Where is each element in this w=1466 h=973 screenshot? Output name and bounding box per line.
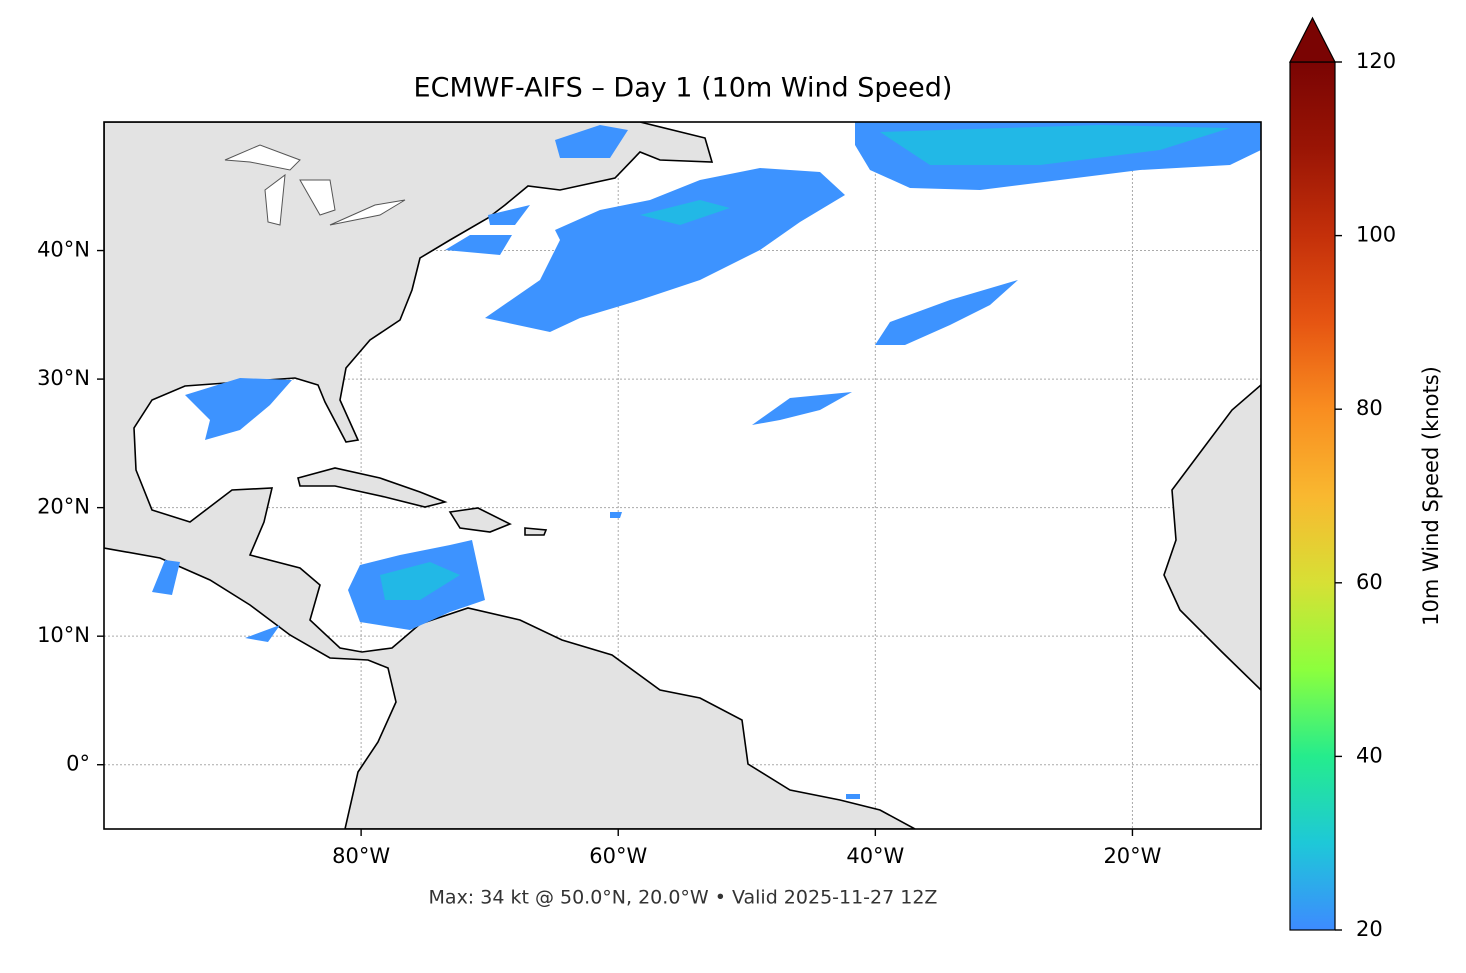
colorbar-tick-label: 60 — [1356, 570, 1383, 594]
colorbar-tick-label: 40 — [1356, 743, 1383, 767]
colorbar-tick-label: 80 — [1356, 396, 1383, 420]
hispaniola — [448, 507, 512, 533]
wind-swath-core — [640, 200, 730, 225]
colorbar — [1289, 61, 1336, 931]
x-tick-label: 60°W — [589, 844, 647, 868]
wind-swath-core — [380, 562, 460, 600]
map-body — [104, 122, 1261, 829]
y-tick-label: 10°N — [37, 623, 90, 647]
colorbar-extend — [1289, 16, 1336, 63]
x-tick-label: 20°W — [1103, 844, 1161, 868]
colorbar-tick-label: 120 — [1356, 49, 1396, 73]
y-tick-label: 0° — [66, 752, 90, 776]
colorbar-label: 10m Wind Speed (knots) — [1419, 366, 1443, 626]
wind-swath — [185, 378, 292, 440]
africa — [1163, 383, 1261, 692]
wind-swath — [445, 125, 628, 255]
wind-swath-core — [880, 125, 1230, 165]
y-tick-label: 40°N — [37, 238, 90, 262]
y-tick-label: 30°N — [37, 366, 90, 390]
americas — [104, 122, 916, 829]
wind-swath — [875, 280, 1018, 345]
map-frame — [103, 121, 1262, 830]
annotation: Max: 34 kt @ 50.0°N, 20.0°W • Valid 2025… — [429, 887, 938, 909]
wind-swath — [485, 168, 845, 332]
cuba — [297, 467, 448, 508]
map-title: ECMWF-AIFS – Day 1 (10m Wind Speed) — [414, 73, 953, 104]
wind-swath — [752, 392, 852, 425]
y-tick-label: 20°N — [37, 495, 90, 519]
great-lakes — [224, 144, 406, 226]
puerto-rico — [524, 527, 548, 536]
colorbar-tick-label: 100 — [1356, 223, 1396, 247]
colorbar-tick-label: 20 — [1356, 917, 1383, 941]
x-tick-label: 40°W — [846, 844, 904, 868]
x-tick-label: 80°W — [332, 844, 390, 868]
